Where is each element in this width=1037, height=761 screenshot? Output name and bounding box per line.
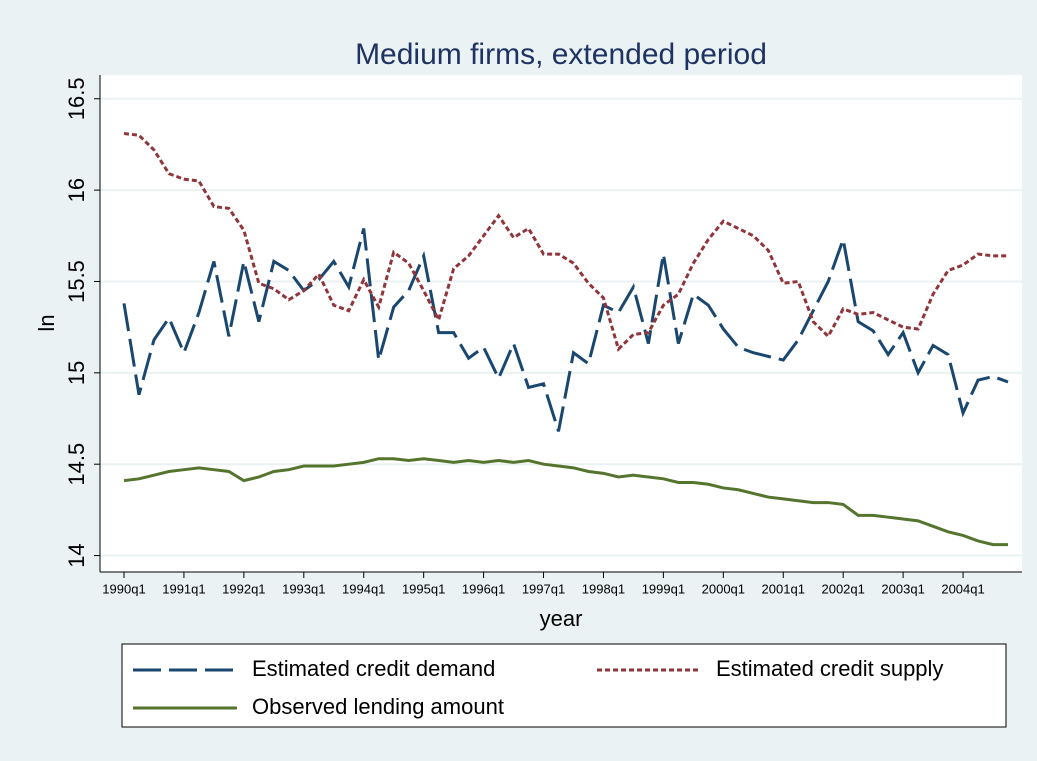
x-tick-label: 2003q1 [881,581,924,596]
legend-label: Estimated credit demand [252,656,495,681]
x-tick-label: 1994q1 [342,581,385,596]
chart-title: Medium firms, extended period [355,38,767,71]
y-tick-label: 16 [64,178,89,202]
x-tick-label: 2000q1 [702,581,745,596]
x-tick-label: 1990q1 [102,581,145,596]
series-line [123,457,1008,547]
x-tick-label: 2002q1 [821,581,864,596]
x-tick-label: 1996q1 [462,581,505,596]
y-tick-label: 16.5 [64,77,89,120]
x-tick-label: 1999q1 [642,581,685,596]
x-tick-label: 1998q1 [582,581,625,596]
plot-area [100,75,1022,572]
x-tick-label: 2001q1 [762,581,805,596]
y-tick-label: 15 [64,361,89,385]
y-tick-label: 15.5 [64,260,89,303]
legend-box [121,643,1007,728]
legend-label: Estimated credit supply [716,656,943,681]
y-axis-label: ln [34,314,59,331]
x-tick-label: 1991q1 [162,581,205,596]
series-line [122,228,1009,432]
x-tick-label: 1993q1 [282,581,325,596]
x-tick-label: 1992q1 [222,581,265,596]
x-axis-label: year [540,606,583,631]
y-tick-label: 14.5 [64,443,89,486]
series-line [123,131,1008,352]
y-tick-label: 14 [64,543,89,567]
x-tick-label: 2004q1 [941,581,984,596]
x-tick-label: 1995q1 [402,581,445,596]
legend-label: Observed lending amount [252,694,504,719]
x-tick-label: 1997q1 [522,581,565,596]
